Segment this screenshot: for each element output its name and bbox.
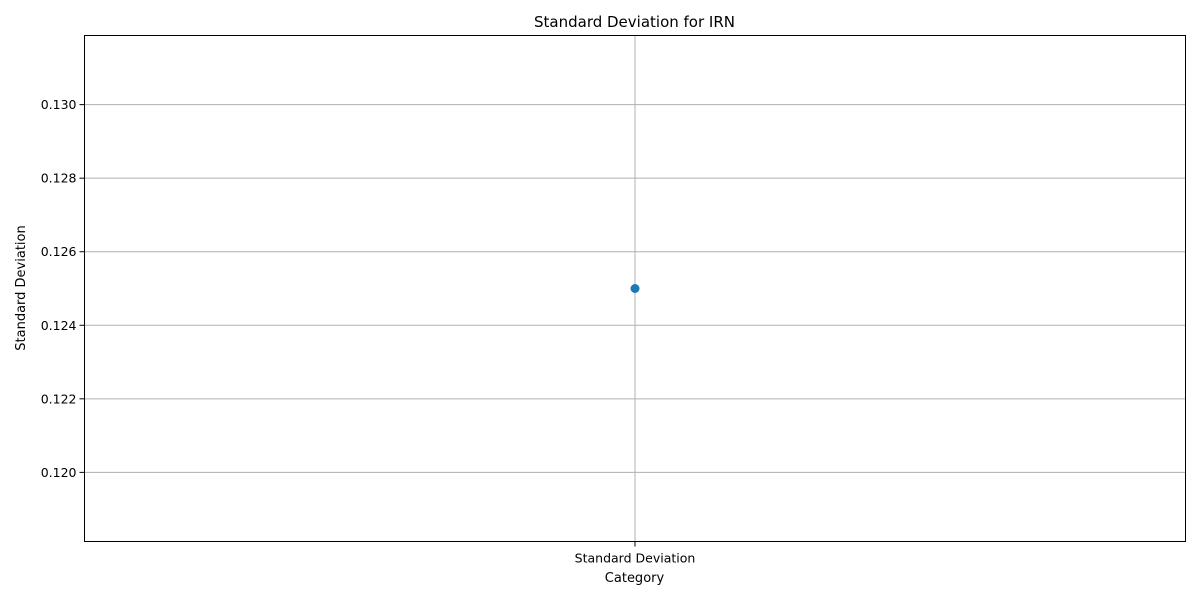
y-tick-label: 0.124 xyxy=(41,318,77,333)
y-tick-label: 0.130 xyxy=(41,97,77,112)
x-axis: Standard Deviation xyxy=(575,541,696,566)
y-tick-label: 0.122 xyxy=(41,391,77,406)
plot-marks xyxy=(630,284,640,293)
y-axis: 0.120 0.122 0.124 0.126 0.128 0.130 xyxy=(41,97,85,480)
y-axis-label: Standard Deviation xyxy=(14,225,29,350)
x-tick-label: Standard Deviation xyxy=(575,551,696,566)
y-tick-label: 0.128 xyxy=(41,171,77,186)
chart-title: Standard Deviation for IRN xyxy=(534,13,735,31)
data-point xyxy=(630,284,640,293)
y-tick-label: 0.120 xyxy=(41,465,77,480)
y-tick-label: 0.126 xyxy=(41,244,77,259)
x-axis-label: Category xyxy=(605,571,665,586)
gridlines xyxy=(84,35,1186,542)
